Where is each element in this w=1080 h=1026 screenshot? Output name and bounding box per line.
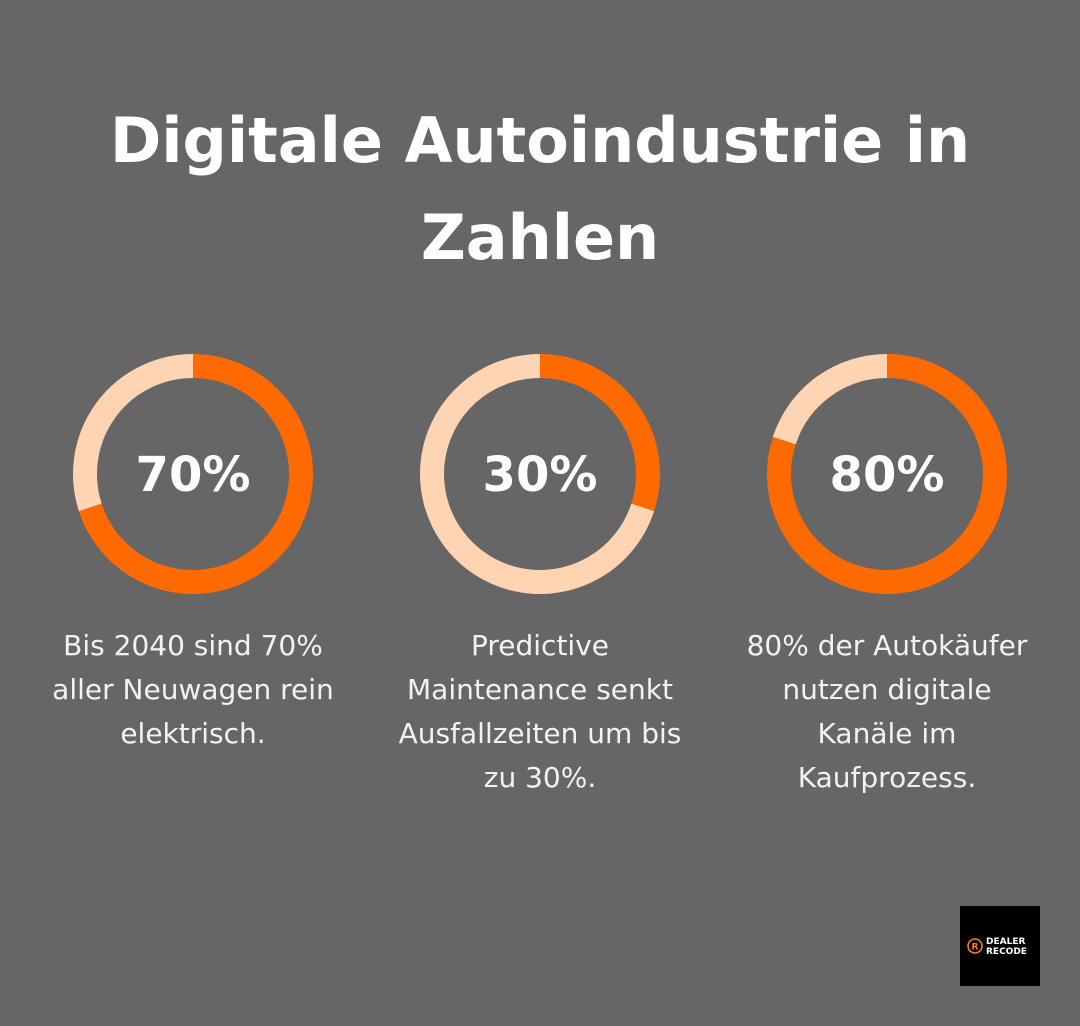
caption: Predictive Maintenance senkt Ausfallzeit… (398, 629, 682, 794)
title: Digitale Autoindustrie in Zahlen (109, 104, 971, 274)
donut-segment (78, 354, 313, 594)
donut-segment (420, 354, 655, 594)
caption: 80% der Autokäufer nutzen digitale Kanäl… (746, 629, 1028, 794)
donut-segment (767, 354, 1007, 594)
logo-icon-letter: R (972, 943, 979, 953)
charts: 70% 30% 80% (73, 354, 1007, 594)
logo-icon (967, 938, 983, 954)
donut-segment (73, 354, 194, 512)
logo: R DEALER RECODE (960, 906, 1040, 986)
caption: Bis 2040 sind 70% aller Neuwagen rein el… (52, 629, 334, 750)
logo-text: DEALER (986, 937, 1025, 947)
center-label: 30% (483, 447, 598, 503)
donut-segment (772, 354, 888, 445)
donut-segment (539, 354, 660, 512)
center-label: 80% (830, 447, 945, 503)
logo-mark: R DEALER RECODE (967, 937, 1027, 957)
logo-text: RECODE (986, 947, 1027, 957)
center-label: 70% (136, 447, 251, 503)
